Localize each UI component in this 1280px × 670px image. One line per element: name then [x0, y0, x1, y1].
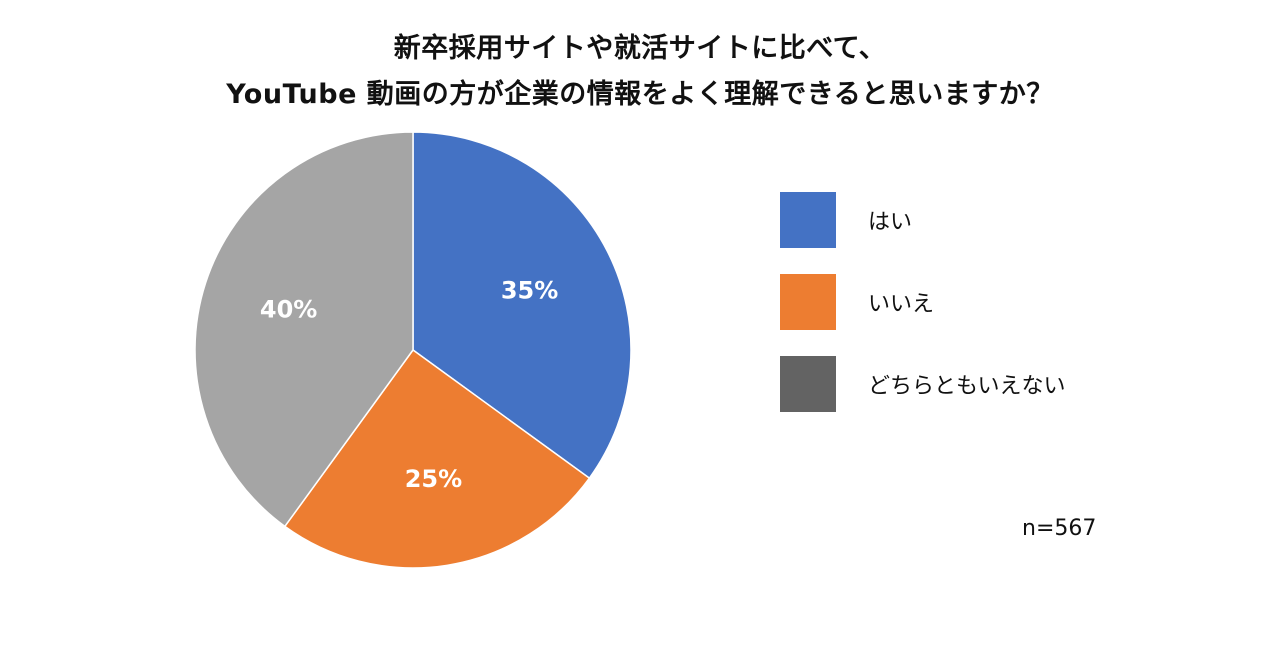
- legend-item-no: いいえ: [780, 274, 1066, 330]
- legend-swatch-yes: [780, 192, 836, 248]
- legend: はい いいえ どちらともいえない: [780, 192, 1066, 438]
- legend-label-yes: はい: [868, 210, 913, 235]
- chart-title-line-1: 新卒採用サイトや就活サイトに比べて、: [393, 33, 887, 64]
- chart-title: 新卒採用サイトや就活サイトに比べて、 YouTube 動画の方が企業の情報をよく…: [0, 26, 1280, 118]
- legend-item-neither: どちらともいえない: [780, 356, 1066, 412]
- pie-slice-no: [283, 348, 591, 569]
- pie-slice-neither: [194, 131, 414, 528]
- legend-label-no: いいえ: [868, 292, 935, 317]
- pie-label-yes: 35%: [501, 277, 558, 305]
- legend-item-yes: はい: [780, 192, 1066, 248]
- legend-swatch-no: [780, 274, 836, 330]
- legend-swatch-neither: [780, 356, 836, 412]
- pie-slice-yes: [412, 131, 632, 480]
- legend-label-neither: どちらともいえない: [868, 374, 1066, 399]
- pie-label-neither: 40%: [260, 296, 317, 324]
- chart-title-line-2: YouTube 動画の方が企業の情報をよく理解できると思いますか？: [226, 79, 1054, 110]
- sample-size-note: n=567: [1022, 516, 1097, 541]
- pie-label-no: 25%: [405, 465, 462, 493]
